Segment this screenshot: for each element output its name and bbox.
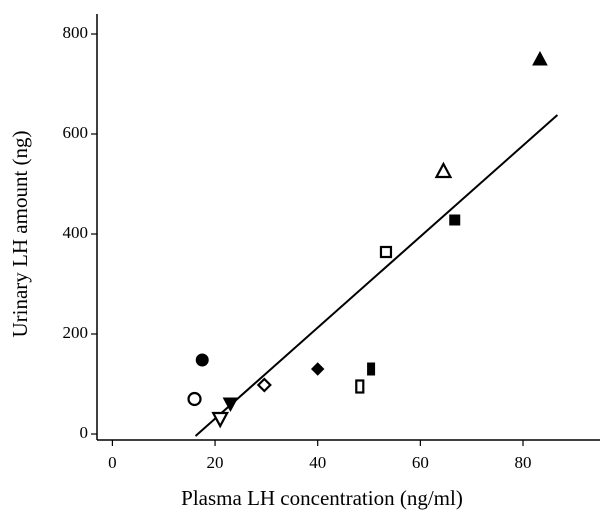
point	[195, 353, 209, 367]
point	[355, 379, 365, 394]
y-tick-label: 200	[63, 323, 89, 342]
point	[222, 397, 239, 413]
y-tick-label: 400	[63, 223, 89, 242]
point	[367, 362, 376, 376]
x-axis-label: Plasma LH concentration (ng/ml)	[181, 486, 463, 510]
x-tick-label: 0	[108, 453, 117, 472]
x-tick-label: 60	[412, 453, 429, 472]
point	[532, 50, 548, 66]
x-tick-label: 40	[309, 453, 326, 472]
fit-line	[194, 114, 559, 437]
y-tick-label: 800	[63, 23, 89, 42]
y-tick-label: 600	[63, 123, 89, 142]
point	[379, 245, 393, 259]
y-tick-label: 0	[80, 423, 89, 442]
point	[256, 377, 272, 393]
x-tick-label: 80	[515, 453, 532, 472]
point	[310, 362, 325, 376]
y-axis-label: Urinary LH amount (ng)	[8, 130, 32, 337]
point	[434, 161, 453, 179]
point	[449, 214, 461, 226]
x-tick-label: 20	[207, 453, 224, 472]
point	[187, 391, 202, 407]
point	[211, 411, 230, 429]
